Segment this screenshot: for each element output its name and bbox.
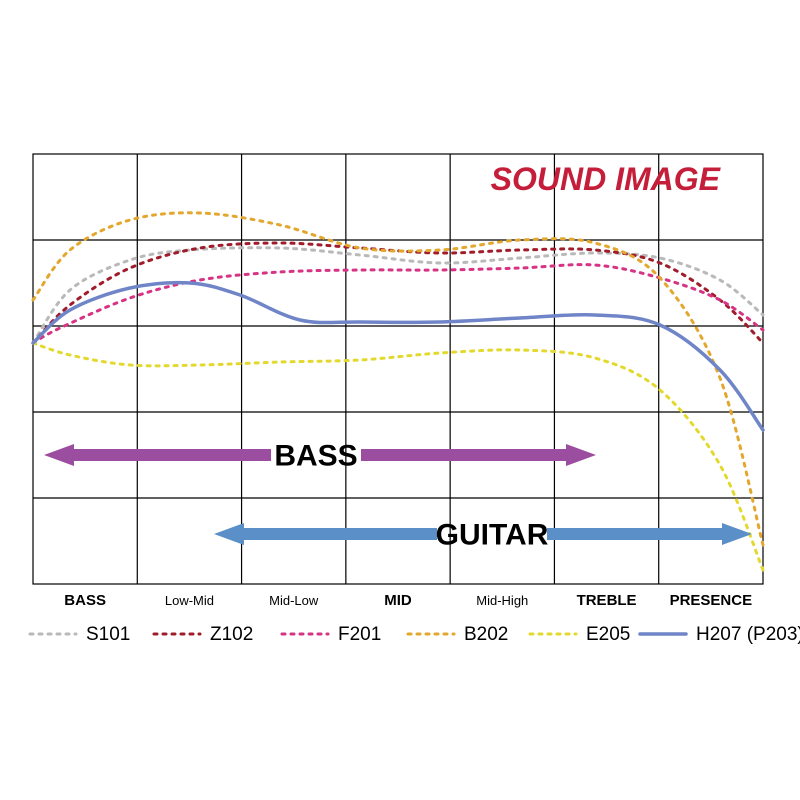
x-axis-label: BASS bbox=[64, 592, 106, 609]
x-axis-label: PRESENCE bbox=[670, 592, 753, 609]
range-label: BASS bbox=[274, 440, 357, 473]
x-axis-label: TREBLE bbox=[577, 592, 637, 609]
x-axis-label: Low-Mid bbox=[165, 593, 214, 608]
range-label: GUITAR bbox=[436, 519, 549, 552]
legend-label: H207 (P203) bbox=[696, 624, 800, 645]
x-axis-label: MID bbox=[384, 592, 412, 609]
grid-frame bbox=[33, 154, 763, 584]
x-axis-label: Mid-Low bbox=[269, 593, 319, 608]
legend-label: F201 bbox=[338, 624, 381, 645]
legend-label: S101 bbox=[86, 624, 130, 645]
chart-title: SOUND IMAGE bbox=[491, 161, 722, 197]
legend-label: B202 bbox=[464, 624, 508, 645]
x-axis-label: Mid-High bbox=[476, 593, 528, 608]
chart-container: SOUND IMAGE BASS GUITAR BASS Low-Mid Mid-Low M… bbox=[0, 0, 800, 800]
legend-label: Z102 bbox=[210, 624, 253, 645]
sound-image-chart: SOUND IMAGE BASS GUITAR BASS Low-Mid Mid-Low M… bbox=[0, 0, 800, 800]
legend-label: E205 bbox=[586, 624, 630, 645]
